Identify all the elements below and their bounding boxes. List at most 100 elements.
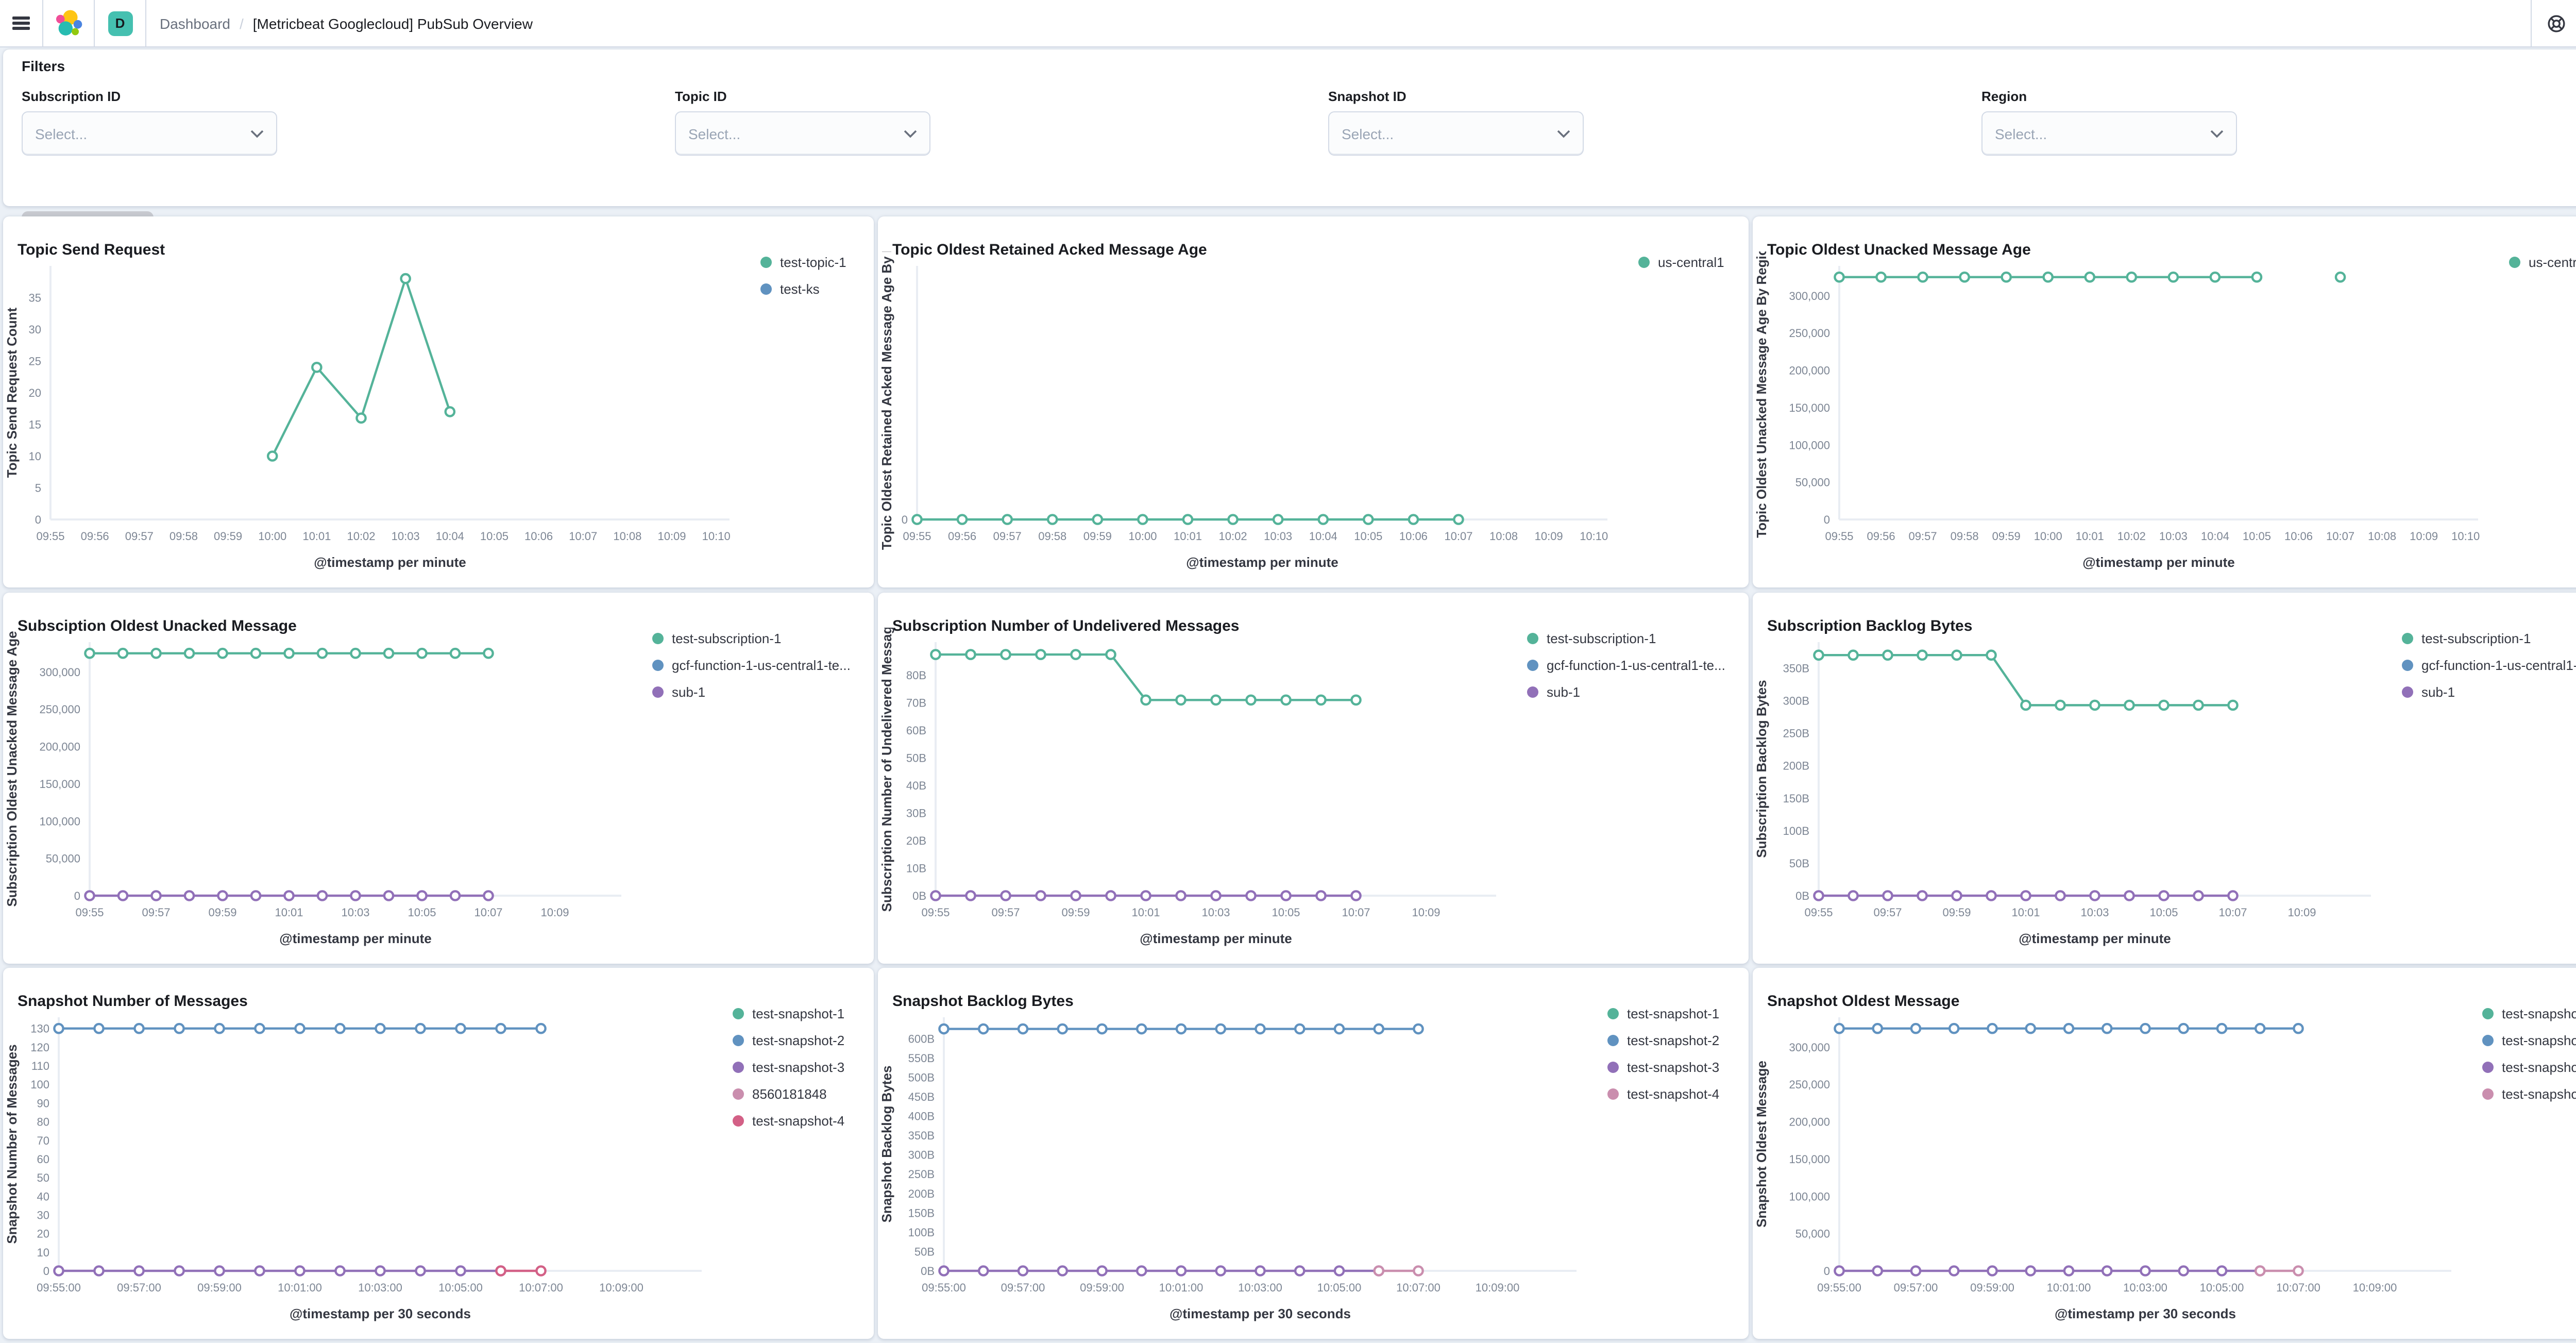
legend-series-dot-icon xyxy=(733,1088,744,1099)
legend-item[interactable]: sub-1 xyxy=(2402,683,2576,700)
svg-text:10:01: 10:01 xyxy=(302,530,331,543)
svg-text:09:57: 09:57 xyxy=(1873,906,1902,919)
svg-text:09:59:00: 09:59:00 xyxy=(1970,1281,2014,1294)
region-select[interactable]: Select... xyxy=(1981,111,2237,156)
legend-item[interactable]: test-ks xyxy=(760,280,846,297)
elastic-logo[interactable] xyxy=(43,0,95,46)
legend-item[interactable]: test-snapshot-4 xyxy=(733,1112,844,1129)
legend-item[interactable]: test-subscription-1 xyxy=(652,630,851,646)
svg-text:150,000: 150,000 xyxy=(1789,1153,1830,1166)
svg-text:15: 15 xyxy=(29,418,41,431)
legend-item[interactable]: test-topic-1 xyxy=(760,254,846,270)
space-switcher[interactable]: D xyxy=(95,0,146,46)
svg-text:09:57:00: 09:57:00 xyxy=(117,1281,161,1294)
chart-canvas[interactable]: 0B 10B 20B 30B 40B 50B 60B 70B 80B 09:55 09:57 09:5… xyxy=(878,628,1519,960)
legend-item[interactable]: test-subscription-1 xyxy=(2402,630,2576,646)
chart-canvas[interactable]: 0 50,000 100,000 150,000 200,000 250,000 300,0… xyxy=(1753,1003,2474,1335)
legend-item[interactable]: test-snapshot-3 xyxy=(2482,1059,2576,1075)
legend-series-dot-icon xyxy=(760,256,772,267)
legend-item[interactable]: test-snapshot-2 xyxy=(733,1032,844,1048)
svg-text:10:01:00: 10:01:00 xyxy=(1159,1281,1204,1294)
help-button[interactable] xyxy=(2531,0,2576,46)
legend-item[interactable]: test-snapshot-2 xyxy=(1607,1032,1719,1048)
legend-item[interactable]: test-snapshot-4 xyxy=(2482,1085,2576,1102)
chart-canvas[interactable]: 0 5 10 15 20 25 30 35 09:55 09:56 09:57 09:58 09:59 1… xyxy=(3,251,752,583)
legend-item[interactable]: gcf-function-1-us-central1-te... xyxy=(1527,657,1725,673)
legend-series-dot-icon xyxy=(1527,686,1538,697)
svg-text:300,000: 300,000 xyxy=(1789,1041,1830,1054)
svg-text:10:02: 10:02 xyxy=(2117,530,2146,543)
svg-text:@timestamp per minute: @timestamp per minute xyxy=(2082,555,2235,570)
svg-text:100B: 100B xyxy=(908,1226,935,1239)
subscription-id-select[interactable]: Select... xyxy=(22,111,277,156)
svg-text:200B: 200B xyxy=(908,1187,935,1200)
select-placeholder: Select... xyxy=(35,125,88,142)
menu-button[interactable] xyxy=(0,0,43,46)
chart-canvas[interactable]: 0 50,000 100,000 150,000 200,000 250,000 300,0… xyxy=(3,628,644,960)
legend-series-dot-icon xyxy=(2402,659,2413,670)
legend-item[interactable]: test-snapshot-4 xyxy=(1607,1085,1719,1102)
breadcrumb-dashboard-link[interactable]: Dashboard xyxy=(160,15,230,31)
legend-item[interactable]: sub-1 xyxy=(652,683,851,700)
legend-series-dot-icon xyxy=(1527,632,1538,644)
svg-text:@timestamp per 30 seconds: @timestamp per 30 seconds xyxy=(290,1306,471,1321)
svg-text:20B: 20B xyxy=(906,834,926,847)
svg-text:09:57: 09:57 xyxy=(993,530,1022,543)
snapshot-id-select[interactable]: Select... xyxy=(1328,111,1584,156)
svg-text:09:59:00: 09:59:00 xyxy=(197,1281,242,1294)
svg-text:600B: 600B xyxy=(908,1032,935,1045)
chevron-down-icon xyxy=(1557,129,1570,138)
chart-canvas[interactable]: 0 10 20 30 40 50 60 70 80 90 100 110 120 130 09:55:00 0… xyxy=(3,1003,724,1335)
chart-canvas[interactable]: 0 09:55 09:56 09:57 09:58 09:59 10:00 10:01 10:0… xyxy=(878,251,1630,583)
legend-item[interactable]: 8560181848 xyxy=(733,1085,844,1102)
legend-series-label: sub-1 xyxy=(2421,684,2455,699)
legend-item[interactable]: test-snapshot-2 xyxy=(2482,1032,2576,1048)
chart-canvas[interactable]: 0 50,000 100,000 150,000 200,000 250,000 300,0… xyxy=(1753,251,2501,583)
svg-text:60B: 60B xyxy=(906,724,926,737)
breadcrumb-separator: / xyxy=(240,15,244,31)
legend-item[interactable]: test-snapshot-1 xyxy=(733,1005,844,1021)
chart-legend: test-subscription-1 gcf-function-1-us-cen… xyxy=(652,630,851,710)
legend-item[interactable]: test-snapshot-3 xyxy=(733,1059,844,1075)
panel-snapshot-number-of-messages: Snapshot Number of Messages 0 10 20 30 40 50 6… xyxy=(3,968,874,1339)
chart-title: Subscription Number of Undelivered Messa… xyxy=(892,617,1240,635)
svg-text:120: 120 xyxy=(30,1041,49,1054)
legend-item[interactable]: gcf-function-1-us-central1-te... xyxy=(652,657,851,673)
chart-legend: test-topic-1 test-ks xyxy=(760,254,846,307)
legend-item[interactable]: test-subscription-1 xyxy=(1527,630,1725,646)
svg-text:09:55: 09:55 xyxy=(903,530,931,543)
svg-text:10:00: 10:00 xyxy=(1128,530,1157,543)
svg-text:150,000: 150,000 xyxy=(1789,401,1830,414)
svg-text:10:07: 10:07 xyxy=(474,906,502,919)
legend-series-label: 8560181848 xyxy=(752,1086,827,1101)
legend-item[interactable]: test-snapshot-1 xyxy=(1607,1005,1719,1021)
chart-legend: us-central1 xyxy=(2509,254,2576,280)
svg-text:10:04: 10:04 xyxy=(436,530,464,543)
panel-subscription-oldest-unacked-message: Subsciption Oldest Unacked Message 0 50,0… xyxy=(3,593,874,964)
svg-text:09:59: 09:59 xyxy=(208,906,236,919)
svg-text:10:05: 10:05 xyxy=(2149,906,2178,919)
legend-series-label: test-snapshot-1 xyxy=(752,1005,845,1021)
legend-item[interactable]: us-central1 xyxy=(1638,254,1724,270)
svg-text:10:05: 10:05 xyxy=(408,906,436,919)
svg-text:10:01: 10:01 xyxy=(2011,906,2040,919)
legend-series-dot-icon xyxy=(652,686,664,697)
legend-item[interactable]: sub-1 xyxy=(1527,683,1725,700)
svg-text:50,000: 50,000 xyxy=(1795,1228,1830,1240)
legend-item[interactable]: test-snapshot-3 xyxy=(1607,1059,1719,1075)
svg-text:5: 5 xyxy=(35,482,41,495)
svg-text:0B: 0B xyxy=(921,1265,935,1278)
svg-text:10:07: 10:07 xyxy=(569,530,597,543)
svg-text:10:06: 10:06 xyxy=(1399,530,1428,543)
chart-canvas[interactable]: 0B 50B 100B 150B 200B 250B 300B 350B 400B 450B 500… xyxy=(878,1003,1599,1335)
svg-text:350B: 350B xyxy=(908,1129,935,1142)
legend-item[interactable]: test-snapshot-1 xyxy=(2482,1005,2576,1021)
legend-item[interactable]: gcf-function-1-us-central1-te... xyxy=(2402,657,2576,673)
chart-canvas[interactable]: 0B 50B 100B 150B 200B 250B 300B 350B 09:55 09:57 0… xyxy=(1753,628,2394,960)
legend-series-label: test-snapshot-3 xyxy=(2502,1059,2576,1075)
legend-item[interactable]: us-central1 xyxy=(2509,254,2576,270)
topic-id-select[interactable]: Select... xyxy=(675,111,930,156)
svg-text:09:55:00: 09:55:00 xyxy=(1817,1281,1861,1294)
svg-text:100: 100 xyxy=(30,1078,49,1091)
svg-text:30: 30 xyxy=(29,323,41,336)
